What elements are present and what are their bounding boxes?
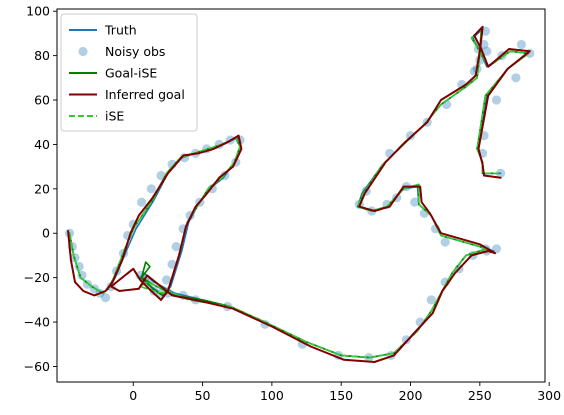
y-tick-label: 40	[34, 137, 50, 152]
x-tick-label: 250	[468, 388, 492, 403]
x-tick-label: 300	[537, 388, 561, 403]
y-tick-label: 100	[26, 4, 50, 19]
series-layer	[64, 25, 535, 363]
x-tick-label: 150	[329, 388, 353, 403]
legend-item-noisy-obs: Noisy obs	[78, 44, 165, 59]
inferred-goal-line	[67, 25, 531, 363]
noisy-obs-point	[516, 39, 527, 50]
noisy-obs-point	[405, 131, 416, 141]
series-inferred-goal	[67, 25, 531, 363]
noisy-obs-point	[410, 197, 420, 207]
y-tick-label: 80	[34, 48, 50, 63]
plot-frame	[56, 8, 546, 383]
x-tick-label: 200	[399, 388, 423, 403]
noisy-obs-point	[167, 259, 177, 269]
noisy-obs-point	[511, 73, 521, 83]
y-tick-label: −40	[24, 315, 50, 330]
noisy-obs-point	[100, 293, 111, 303]
legend-item-inferred-goal: Inferred goal	[69, 87, 185, 102]
legend-label: Noisy obs	[105, 44, 165, 59]
legend-label: Goal-iSE	[105, 66, 157, 81]
y-tick-label: 0	[42, 226, 50, 241]
y-tick-label: −20	[24, 270, 50, 285]
legend-label: iSE	[105, 109, 124, 124]
legend-item-truth: Truth	[69, 23, 137, 38]
noisy-obs-point	[426, 295, 436, 305]
x-tick-label: 100	[260, 388, 284, 403]
x-axis: 0 50 100 150 200 250 300	[129, 382, 561, 403]
legend-label: Truth	[104, 23, 137, 38]
noisy-obs-point	[440, 237, 450, 247]
y-axis: −60 −40 −20 0 20 40 60 80 100	[24, 4, 57, 374]
x-tick-label: 50	[195, 388, 211, 403]
legend-box	[60, 13, 198, 132]
noisy-obs-point	[137, 197, 147, 207]
y-tick-label: −60	[24, 359, 50, 374]
y-tick-label: 60	[34, 93, 50, 108]
noisy-obs-point	[491, 95, 502, 105]
noisy-obs-point	[171, 242, 181, 252]
noisy-obs-point	[161, 275, 172, 285]
legend: Truth Noisy obs Goal-iSE Inferred goal iSE	[60, 13, 198, 132]
noisy-obs-point	[401, 335, 411, 345]
x-tick-label: 0	[129, 388, 137, 403]
legend-marker	[78, 46, 88, 57]
noisy-obs-point	[146, 184, 156, 194]
legend-item-goal-ise: Goal-iSE	[69, 66, 157, 81]
legend-item-ise: iSE	[69, 109, 124, 124]
legend-label: Inferred goal	[105, 87, 185, 102]
noisy-obs-point	[482, 46, 492, 56]
y-tick-label: 20	[34, 181, 50, 196]
